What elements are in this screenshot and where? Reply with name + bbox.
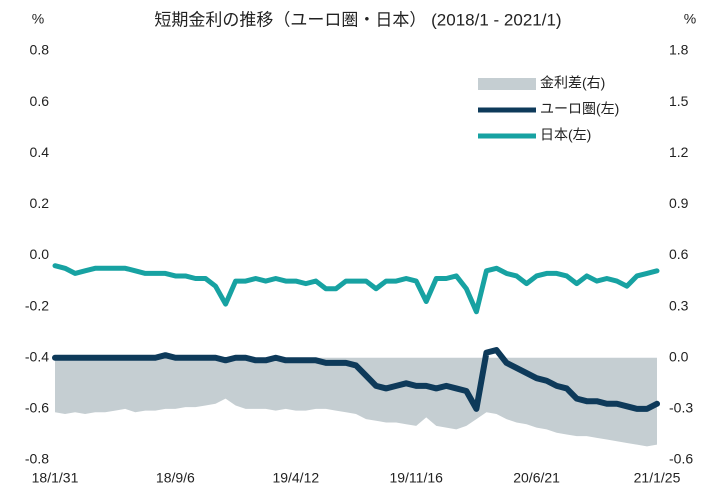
legend-label: 金利差(右) xyxy=(540,75,605,91)
legend-label: 日本(左) xyxy=(540,127,591,143)
series-line xyxy=(52,347,660,412)
y-axis-label: % xyxy=(32,11,44,27)
x-tick-label: 20/6/21 xyxy=(513,470,560,486)
y-tick-label: 0.6 xyxy=(30,93,50,109)
x-tick-label: 19/11/16 xyxy=(389,470,443,486)
y-tick-label: 0.4 xyxy=(30,144,50,160)
x-tick-label: 18/1/31 xyxy=(32,470,79,486)
y2-tick-label: -0.6 xyxy=(669,451,693,467)
y2-tick-label: 1.8 xyxy=(669,42,689,58)
y-tick-label: 0.8 xyxy=(30,42,50,58)
y-tick-label: -0.8 xyxy=(25,451,49,467)
y-tick-label: 0.2 xyxy=(30,195,50,211)
x-tick-label: 19/4/12 xyxy=(272,470,319,486)
y-tick-label: -0.2 xyxy=(25,297,49,313)
x-tick-label: 18/9/6 xyxy=(156,470,195,486)
y2-tick-label: 0.0 xyxy=(669,348,689,364)
y2-axis-label: % xyxy=(684,11,696,27)
y-tick-label: 0.0 xyxy=(30,246,50,262)
series-line xyxy=(52,263,660,315)
y2-tick-label: 0.3 xyxy=(669,297,689,313)
x-tick-label: 21/1/25 xyxy=(634,470,681,486)
y2-tick-label: 0.9 xyxy=(669,195,689,211)
legend-swatch xyxy=(478,78,536,90)
spread-area xyxy=(55,357,657,447)
y-tick-label: -0.4 xyxy=(25,348,49,364)
chart-title: 短期金利の推移（ユーロ圏・日本） (2018/1 - 2021/1) xyxy=(154,10,561,29)
y2-tick-label: -0.3 xyxy=(669,400,693,416)
y2-tick-label: 1.2 xyxy=(669,144,689,160)
y-tick-label: -0.6 xyxy=(25,400,49,416)
y2-tick-label: 1.5 xyxy=(669,93,689,109)
legend-label: ユーロ圏(左) xyxy=(540,101,619,117)
y2-tick-label: 0.6 xyxy=(669,246,689,262)
